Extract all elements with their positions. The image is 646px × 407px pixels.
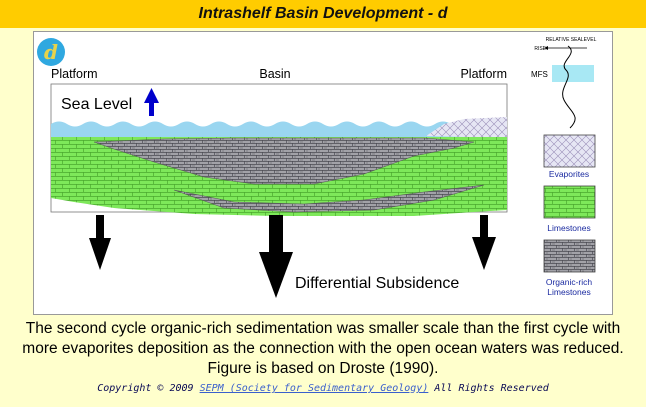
copyright-suffix: All Rights Reserved [428, 383, 549, 394]
panel-letter: d [44, 40, 58, 64]
sea-level-rise-arrow-icon [144, 88, 159, 116]
label-basin: Basin [259, 67, 290, 81]
panel-letter-badge: d [37, 38, 65, 66]
legend-label-line: Organic-rich [546, 277, 593, 287]
copyright-notice: Copyright © 2009 SEPM (Society for Sedim… [0, 383, 646, 394]
legend-label-organic-limestones: Organic-rich Limestones [546, 277, 593, 297]
sepm-link[interactable]: SEPM (Society for Sedimentary Geology) [199, 383, 429, 394]
figure-caption: The second cycle organic-rich sedimentat… [0, 319, 646, 379]
diagram-panel: d Platform Basin Platform Sea Level [33, 31, 613, 315]
legend-swatch-limestones [543, 185, 596, 219]
relative-sealevel-chart: RELATIVE SEALEVEL RISE MFS [531, 37, 597, 129]
evaporite-wedge [426, 117, 507, 138]
legend-swatch-organic-limestones [543, 239, 596, 273]
subsidence-arrow-left-icon [89, 215, 111, 270]
caption-line-3: Figure is based on Droste (1990). [207, 360, 439, 377]
legend: Evaporites Limestones Organic-rich Limest… [543, 134, 596, 297]
water-layer [51, 121, 507, 137]
caption-line-2: more evaporites deposition as the connec… [22, 340, 624, 357]
legend-label-line: Limestones [547, 287, 590, 297]
basin-diagram: d Platform Basin Platform Sea Level [37, 37, 597, 298]
mfs-label: MFS [531, 70, 548, 79]
page-title: Intrashelf Basin Development - d [0, 0, 646, 28]
label-platform-right: Platform [460, 67, 507, 81]
copyright-prefix: Copyright © 2009 [97, 383, 200, 394]
relative-sealevel-title: RELATIVE SEALEVEL [546, 37, 597, 43]
rise-label: RISE [534, 46, 546, 52]
subsidence-label: Differential Subsidence [295, 275, 459, 292]
label-platform-left: Platform [51, 67, 98, 81]
organic-limestone-layer [93, 137, 475, 185]
legend-label-evaporites: Evaporites [549, 169, 589, 179]
caption-line-1: The second cycle organic-rich sedimentat… [25, 320, 621, 337]
subsidence-arrow-right-icon [472, 215, 496, 270]
sea-level-label: Sea Level [61, 96, 132, 113]
legend-swatch-evaporites [543, 134, 596, 168]
sealevel-curve [562, 45, 576, 129]
organic-limestone-lower [173, 184, 485, 213]
legend-label-limestones: Limestones [547, 223, 590, 233]
rise-arrow-icon [544, 46, 587, 50]
subsidence-arrow-center-icon [259, 215, 293, 298]
mfs-band [552, 65, 594, 82]
